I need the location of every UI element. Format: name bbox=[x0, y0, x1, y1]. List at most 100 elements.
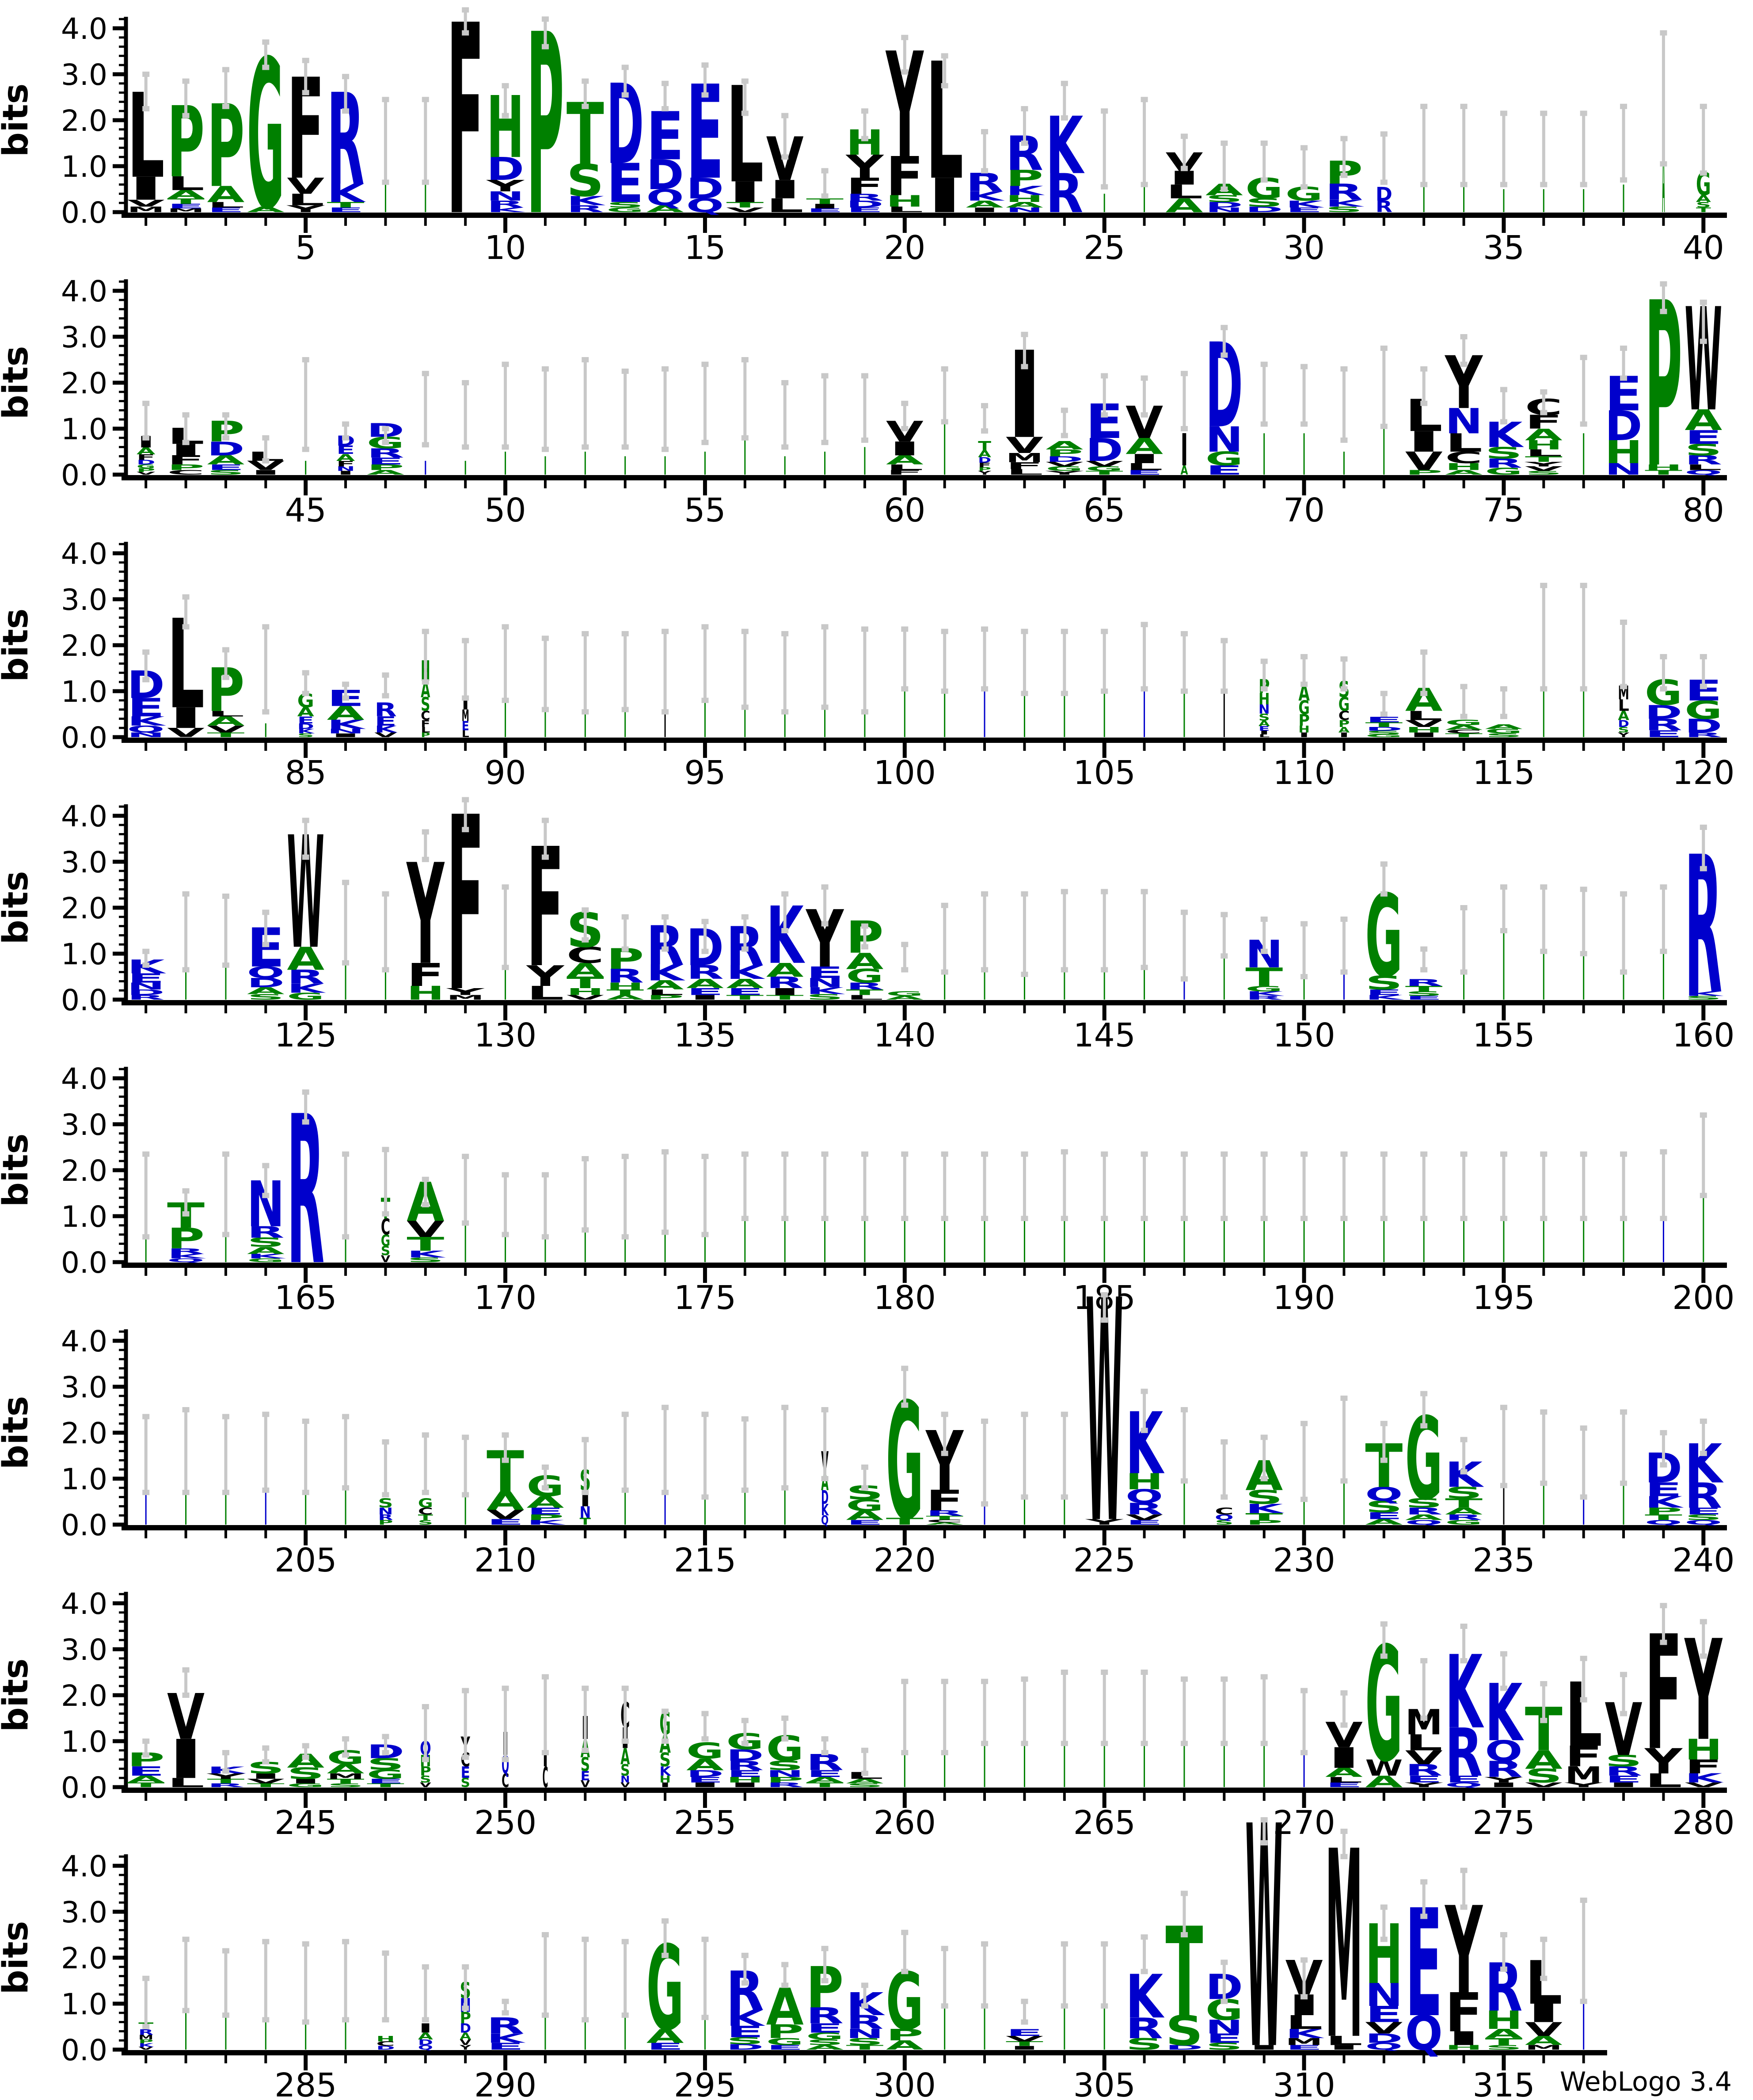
logo-column-35 bbox=[1500, 110, 1507, 212]
logo-column-256: IHERDG bbox=[726, 1718, 764, 1788]
residue-letter-R: R bbox=[167, 1247, 205, 1255]
residue-letter-G: G bbox=[367, 1767, 404, 1782]
error-bar bbox=[1021, 891, 1028, 977]
minor-residue-spike bbox=[624, 1490, 626, 1525]
y-axis-title: bits bbox=[0, 1659, 36, 1732]
residue-letter-G: G bbox=[1086, 465, 1123, 473]
minor-residue-spike bbox=[1064, 2006, 1065, 2050]
error-bar bbox=[1380, 861, 1388, 897]
residue-letter-H: H bbox=[1645, 463, 1682, 472]
residue-letter-T: T bbox=[1365, 721, 1403, 729]
error-bar bbox=[941, 1678, 948, 1755]
y-tick-label: 3.0 bbox=[61, 1108, 107, 1142]
error-bar bbox=[1620, 620, 1628, 689]
y-tick-label: 4.0 bbox=[61, 1849, 107, 1883]
error-bar bbox=[621, 1685, 629, 1744]
minor-residue-spike bbox=[1662, 951, 1664, 1000]
y-axis-title: bits bbox=[0, 1921, 36, 1994]
x-axis: 165 170 175 180 185 190 195 200 bbox=[122, 1263, 1734, 1317]
residue-letter-L: L bbox=[287, 190, 324, 209]
error-bar bbox=[1221, 141, 1228, 192]
x-tick-label: 225 bbox=[1073, 1541, 1136, 1579]
error-bar bbox=[662, 1918, 669, 1958]
error-bar bbox=[861, 108, 868, 141]
error-bar bbox=[1221, 1959, 1228, 2004]
y-tick-label: 4.0 bbox=[61, 537, 107, 571]
residue-letter-D: D bbox=[686, 172, 724, 205]
residue-letter-N: N bbox=[1445, 402, 1483, 442]
residue-letter-I: I bbox=[1405, 731, 1443, 739]
logo-column-151 bbox=[1340, 917, 1348, 1000]
error-bar bbox=[1580, 354, 1587, 427]
residue-letter-P: P bbox=[420, 1764, 431, 1779]
residue-letter-T: T bbox=[1445, 1496, 1483, 1511]
x-tick-label: 265 bbox=[1073, 1804, 1136, 1842]
residue-letter-Y: Y bbox=[1524, 460, 1563, 468]
logo-column-88: PLFCSAH bbox=[421, 628, 430, 738]
residue-letter-F: F bbox=[926, 1484, 963, 1517]
error-bar bbox=[342, 421, 350, 441]
x-tick-label: 260 bbox=[874, 1804, 936, 1842]
logo-column-160: SKR bbox=[1685, 817, 1724, 1036]
residue-letter-I: I bbox=[686, 1781, 724, 1789]
x-tick-label: 30 bbox=[1283, 229, 1325, 267]
error-bar bbox=[861, 1151, 868, 1221]
minor-residue-spike bbox=[1583, 1218, 1585, 1262]
residue-letter-L: L bbox=[167, 173, 205, 194]
logo-column-220: TG bbox=[886, 1366, 924, 1556]
logo-column-11: P bbox=[526, 0, 564, 271]
minor-residue-spike bbox=[1223, 1218, 1225, 1262]
residue-letter-G: G bbox=[1485, 728, 1522, 735]
minor-residue-spike bbox=[1064, 970, 1065, 1000]
residue-letter-L: L bbox=[1618, 696, 1629, 715]
residue-letter-A: A bbox=[806, 2044, 844, 2051]
residue-letter-K: K bbox=[726, 2005, 765, 2031]
residue-letter-S: S bbox=[381, 1244, 390, 1258]
logo-column-293 bbox=[621, 1939, 629, 2050]
residue-letter-S: S bbox=[1696, 201, 1711, 209]
logo-column-228: SQC bbox=[1215, 1439, 1234, 1526]
residue-letter-E: E bbox=[1325, 1781, 1363, 1789]
logo-column-270 bbox=[1300, 1688, 1308, 1787]
residue-letter-A: A bbox=[1525, 1746, 1563, 1775]
error-bar bbox=[582, 907, 589, 943]
error-bar bbox=[901, 34, 909, 75]
error-bar bbox=[781, 1404, 789, 1491]
residue-letter-P: P bbox=[646, 994, 684, 1001]
error-bar bbox=[701, 1711, 709, 1742]
x-tick-label: 65 bbox=[1084, 491, 1125, 529]
residue-letter-V: V bbox=[138, 2046, 153, 2051]
x-axis: 5 10 15 20 25 30 35 40 bbox=[122, 213, 1727, 267]
logo-column-126 bbox=[342, 879, 350, 1000]
logo-column-82: VIL bbox=[167, 594, 205, 740]
logo-column-237 bbox=[1580, 1425, 1587, 1525]
minor-residue-spike bbox=[1423, 184, 1425, 212]
residue-letter-R: R bbox=[1485, 456, 1522, 471]
residue-letter-L: L bbox=[1126, 461, 1163, 472]
logo-column-158 bbox=[1620, 891, 1628, 1000]
error-bar bbox=[662, 628, 669, 715]
logo-column-91 bbox=[541, 635, 549, 737]
error-bar bbox=[541, 1172, 549, 1240]
residue-letter-I: I bbox=[327, 732, 365, 738]
residue-letter-L: L bbox=[886, 463, 924, 472]
residue-letter-A: A bbox=[1339, 726, 1350, 734]
residue-letter-Y: Y bbox=[460, 2044, 472, 2051]
residue-letter-A: A bbox=[247, 205, 285, 214]
error-bar bbox=[621, 369, 629, 450]
y-tick-label: 4.0 bbox=[61, 1324, 107, 1358]
minor-residue-spike bbox=[1503, 931, 1505, 1000]
minor-residue-spike bbox=[1703, 1195, 1704, 1262]
minor-residue-spike bbox=[864, 447, 866, 475]
residue-letter-P: P bbox=[1006, 166, 1043, 191]
residue-letter-Y: Y bbox=[1644, 1742, 1683, 1782]
residue-letter-A: A bbox=[1525, 426, 1563, 444]
x-tick-label: 305 bbox=[1073, 2066, 1136, 2100]
logo-column-129: MYF bbox=[446, 766, 485, 1045]
